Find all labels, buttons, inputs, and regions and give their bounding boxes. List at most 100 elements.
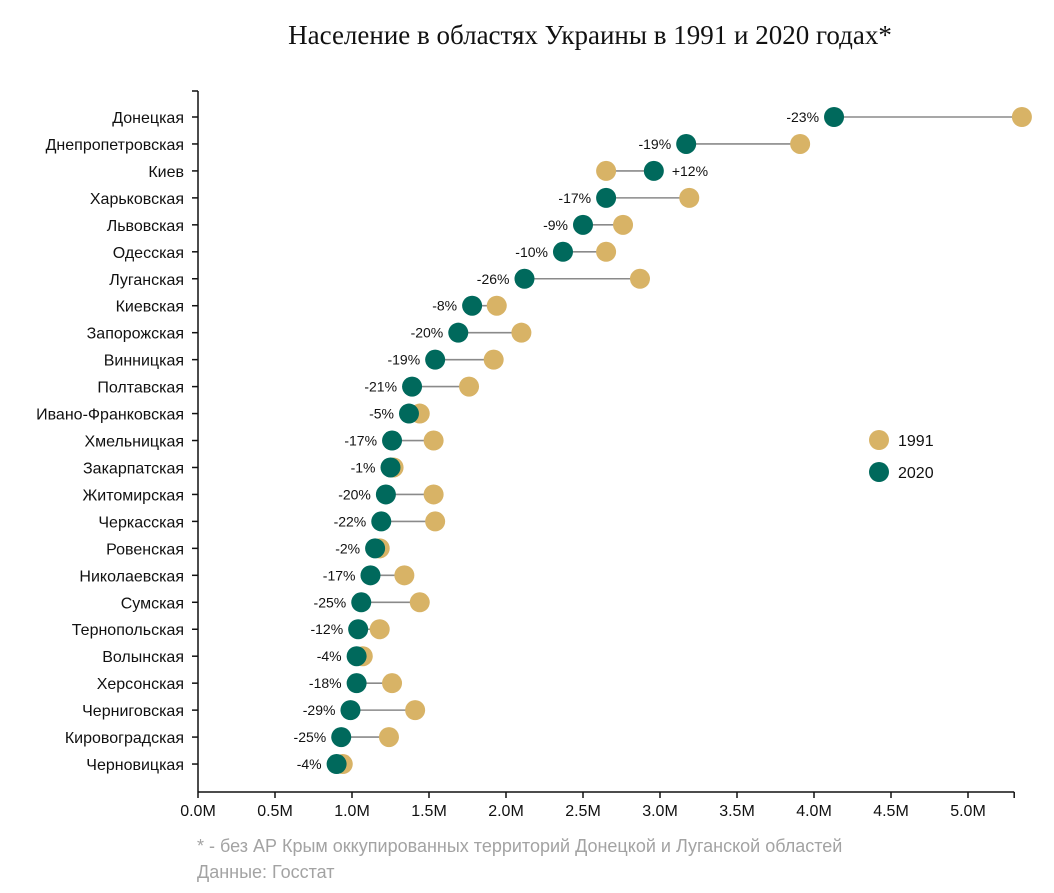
change-label: -8% (432, 298, 457, 314)
category-label: Черновицкая (86, 757, 184, 774)
point-2020 (676, 133, 697, 154)
point-1991 (378, 727, 399, 748)
point-2020 (348, 619, 369, 640)
category-label: Ровенская (106, 541, 184, 558)
category-row: Тернопольская -12% (72, 619, 390, 640)
point-2020 (331, 727, 352, 748)
point-1991 (613, 214, 634, 235)
data-source-note: Данные: Госстат (197, 862, 335, 882)
change-label: -12% (310, 621, 343, 637)
x-tick-label: 4.5M (873, 803, 909, 820)
change-label: -4% (297, 756, 322, 772)
change-label: -5% (369, 406, 394, 422)
change-label: -4% (317, 648, 342, 664)
footnote: * - без АР Крым оккупированных территори… (197, 836, 842, 856)
point-2020 (462, 295, 483, 316)
point-2020 (552, 241, 573, 262)
category-label: Запорожская (87, 326, 184, 343)
point-1991 (423, 430, 444, 451)
category-label: Одесская (113, 245, 184, 262)
x-tick-label: 0.5M (257, 803, 293, 820)
point-2020 (326, 754, 347, 775)
change-label: -1% (351, 459, 376, 475)
category-label: Николаевская (79, 568, 184, 585)
point-2020 (351, 592, 372, 613)
point-1991 (459, 376, 480, 397)
category-row: Херсонская -18% (97, 673, 403, 694)
point-1991 (483, 349, 504, 370)
point-2020 (643, 160, 664, 181)
change-label: -17% (344, 433, 377, 449)
point-2020 (365, 538, 386, 559)
point-2020 (382, 430, 403, 451)
point-2020 (346, 646, 367, 667)
category-row: Хмельницкая -17% (84, 430, 444, 451)
category-label: Закарпатская (83, 460, 184, 477)
category-label: Полтавская (97, 380, 184, 397)
change-label: -10% (515, 244, 548, 260)
x-tick-label: 5.0M (950, 803, 986, 820)
plot-area: 0.0M 0.5M 1.0M 1.5M 2.0M 2.5M 3.0M 3.5M 4.0M 4.5M… (36, 90, 1032, 820)
point-1991 (1011, 107, 1032, 127)
change-label: -19% (387, 352, 420, 368)
point-1991 (394, 565, 415, 586)
category-row: Луганская -26% (109, 268, 650, 289)
category-row: Житомирская -20% (82, 484, 444, 505)
x-tick-label: 3.5M (719, 803, 755, 820)
x-tick-label: 4.0M (796, 803, 832, 820)
category-label: Кировоградская (65, 730, 184, 747)
point-2020 (346, 673, 367, 694)
point-2020 (398, 403, 419, 424)
category-label: Хмельницкая (84, 434, 184, 451)
category-row: Донецкая -23% (112, 107, 1032, 127)
category-label: Винницкая (104, 353, 184, 370)
point-2020 (425, 349, 446, 370)
category-label: Черкасская (98, 514, 184, 531)
point-2020 (380, 457, 401, 478)
change-label: -20% (411, 325, 444, 341)
category-label: Киев (148, 164, 184, 181)
point-1991 (596, 241, 617, 262)
legend-swatch (869, 430, 889, 450)
category-row: Черновицкая -4% (86, 754, 353, 775)
point-1991 (486, 295, 507, 316)
legend-item-1991: 1991 (869, 430, 934, 450)
category-label: Херсонская (97, 676, 184, 693)
change-label: -17% (323, 567, 356, 583)
category-row: Днепропетровская -19% (46, 133, 811, 154)
legend: 1991 2020 (869, 430, 934, 482)
point-1991 (425, 511, 446, 532)
point-1991 (629, 268, 650, 289)
legend-label: 2020 (898, 465, 934, 482)
change-label: -18% (309, 675, 342, 691)
x-tick-label: 3.0M (642, 803, 678, 820)
point-2020 (573, 214, 593, 235)
point-1991 (596, 160, 617, 181)
category-row: Винницкая -19% (104, 349, 504, 370)
category-row: Львовская -9% (107, 214, 634, 235)
category-row: Харьковская -17% (90, 187, 700, 208)
category-row: Николаевская -17% (79, 565, 415, 586)
change-label: -29% (303, 702, 336, 718)
category-label: Тернопольская (72, 622, 184, 639)
x-tick-label: 0.0M (180, 803, 216, 820)
category-label: Харьковская (90, 191, 184, 208)
point-1991 (369, 619, 390, 640)
point-1991 (679, 187, 700, 208)
category-row: Волынская -4% (102, 646, 373, 667)
x-tick-label: 2.5M (565, 803, 601, 820)
chart-title: Население в областях Украины в 1991 и 20… (288, 20, 892, 50)
category-row: Полтавская -21% (97, 376, 480, 397)
category-label: Луганская (109, 272, 184, 289)
category-row: Кировоградская -25% (65, 727, 399, 748)
point-1991 (511, 322, 532, 343)
category-label: Львовская (107, 218, 184, 235)
category-row: Закарпатская -1% (83, 457, 404, 478)
category-row: Ровенская -2% (106, 538, 390, 559)
legend-swatch (869, 462, 889, 482)
x-tick-label: 1.0M (334, 803, 370, 820)
change-label: +12% (672, 163, 708, 179)
change-label: -20% (338, 486, 371, 502)
change-label: -23% (786, 109, 819, 125)
